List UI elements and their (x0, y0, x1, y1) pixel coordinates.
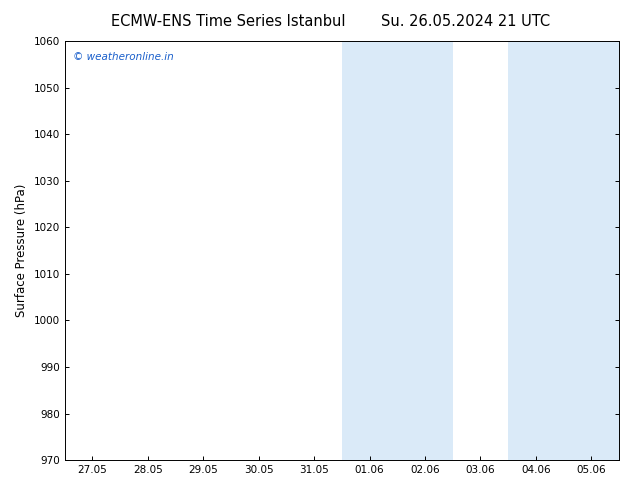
Y-axis label: Surface Pressure (hPa): Surface Pressure (hPa) (15, 184, 28, 318)
Text: © weatheronline.in: © weatheronline.in (73, 51, 174, 62)
Bar (342, 41, 398, 460)
Text: ECMW-ENS Time Series Istanbul: ECMW-ENS Time Series Istanbul (111, 14, 346, 29)
Bar (398, 41, 453, 460)
Text: Su. 26.05.2024 21 UTC: Su. 26.05.2024 21 UTC (382, 14, 550, 29)
Bar (564, 41, 619, 460)
Bar (508, 41, 564, 460)
